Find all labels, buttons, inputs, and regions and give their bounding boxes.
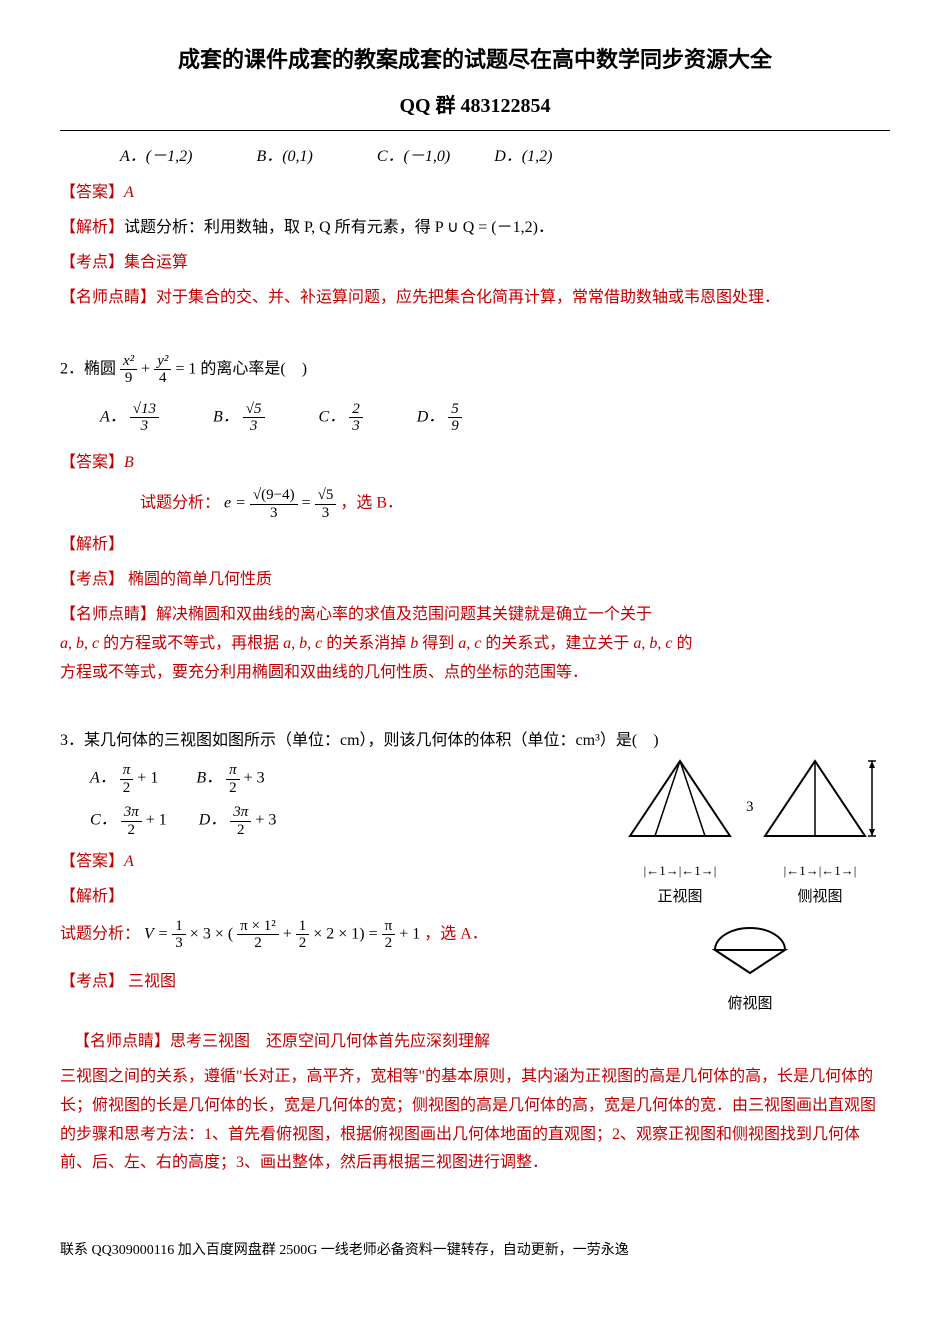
q2-stem: 2．椭圆 x²9 + y²4 = 1 的离心率是( ) [60, 353, 890, 387]
q1-option-c: C．(－1,0) [377, 143, 450, 172]
q1-block: A．(－1,2) B．(0,1) C．(－1,0) D．(1,2) 【答案】A … [60, 143, 890, 313]
q3-tip-para: 三视图之间的关系，遵循"长对正，高平齐，宽相等"的基本原则，其内涵为正视图的高是… [60, 1063, 890, 1178]
q2-frac-x: x²9 [120, 353, 137, 387]
q2-option-a: A． √133 [100, 401, 159, 435]
analysis-text: 试题分析：利用数轴，取 P, Q 所有元素，得 P ∪ Q = (－1,2)． [124, 219, 554, 236]
q3-analysis: 【解析】 [60, 883, 590, 912]
q3-point: 【考点】 三视图 [60, 968, 590, 997]
q1-answer: 【答案】A [60, 179, 890, 208]
q1-option-a: A．(－1,2) [120, 143, 192, 172]
q2-frac-y: y²4 [154, 353, 171, 387]
eq: = 1 [175, 360, 196, 377]
q2-answer: 【答案】B [60, 449, 890, 478]
q1-point: 【考点】集合运算 [60, 249, 890, 278]
q1-option-b: B．(0,1) [256, 143, 312, 172]
front-view: |←1→|←1→| 正视图 [620, 756, 740, 911]
point-text: 集合运算 [124, 254, 188, 271]
q1-analysis: 【解析】试题分析：利用数轴，取 P, Q 所有元素，得 P ∪ Q = (－1,… [60, 214, 890, 243]
tip-text: 对于集合的交、并、补运算问题，应先把集合化简再计算，常常借助数轴或韦恩图处理． [156, 289, 780, 306]
q1-tip: 【名师点睛】对于集合的交、并、补运算问题，应先把集合化简再计算，常常借助数轴或韦… [60, 284, 890, 313]
plus: + [141, 360, 154, 377]
header-subtitle: QQ 群 483122854 [60, 88, 890, 131]
q2-option-b: B． √53 [213, 401, 265, 435]
q2-analysis: 【解析】 [60, 531, 890, 560]
q3-work: 试题分析： V = 13 × 3 × ( π × 1²2 + 12 × 2 × … [60, 918, 590, 952]
point-label: 【考点】 [60, 254, 124, 271]
q2-stem-prefix: 2．椭圆 [60, 360, 120, 377]
q2-point: 【考点】 椭圆的简单几何性质 [60, 566, 890, 595]
q3-options: A． π2 + 1 B． π2 + 3 C． 3π2 + 1 D． 3π2 + … [60, 762, 590, 838]
q3-diagram: |←1→|←1→| 正视图 3 |←1→|←1→| 侧视图 [610, 756, 890, 1018]
q2-tip: 【名师点睛】解决椭圆和双曲线的离心率的求值及范围问题其关键就是确立一个关于 a,… [60, 601, 890, 687]
tip-label: 【名师点睛】 [60, 289, 156, 306]
q2-block: 2．椭圆 x²9 + y²4 = 1 的离心率是( ) A． √133 B． √… [60, 353, 890, 688]
answer-label: 【答案】 [60, 184, 124, 201]
q3-stem: 3．某几何体的三视图如图所示（单位：cm），则该几何体的体积（单位：cm³）是(… [60, 727, 890, 756]
q3-block: 3．某几何体的三视图如图所示（单位：cm），则该几何体的体积（单位：cm³）是(… [60, 727, 890, 1178]
page-footer: 联系 QQ309000116 加入百度网盘群 2500G 一线老师必备资料一键转… [60, 1238, 890, 1263]
q3-answer: 【答案】A [60, 848, 590, 877]
side-view: 3 |←1→|←1→| 侧视图 [760, 756, 880, 911]
q3-tip: 【名师点睛】思考三视图 还原空间几何体首先应深刻理解 [60, 1028, 890, 1057]
header-title: 成套的课件成套的教案成套的试题尽在高中数学同步资源大全 [60, 40, 890, 80]
q2-stem-suffix: 的离心率是( ) [200, 360, 307, 377]
q2-work: 试题分析： e = √(9−4)3 = √53 ，选 B． [140, 487, 890, 521]
q1-options: A．(－1,2) B．(0,1) C．(－1,0) D．(1,2) [60, 143, 890, 172]
q2-option-d: D． 59 [417, 401, 462, 435]
q1-option-d: D．(1,2) [494, 143, 552, 172]
analysis-label: 【解析】 [60, 219, 124, 236]
top-view: 俯视图 [610, 923, 890, 1018]
answer-value: A [124, 184, 134, 201]
q2-option-c: C． 23 [319, 401, 363, 435]
q2-options: A． √133 B． √53 C． 23 D． 59 [60, 401, 890, 435]
